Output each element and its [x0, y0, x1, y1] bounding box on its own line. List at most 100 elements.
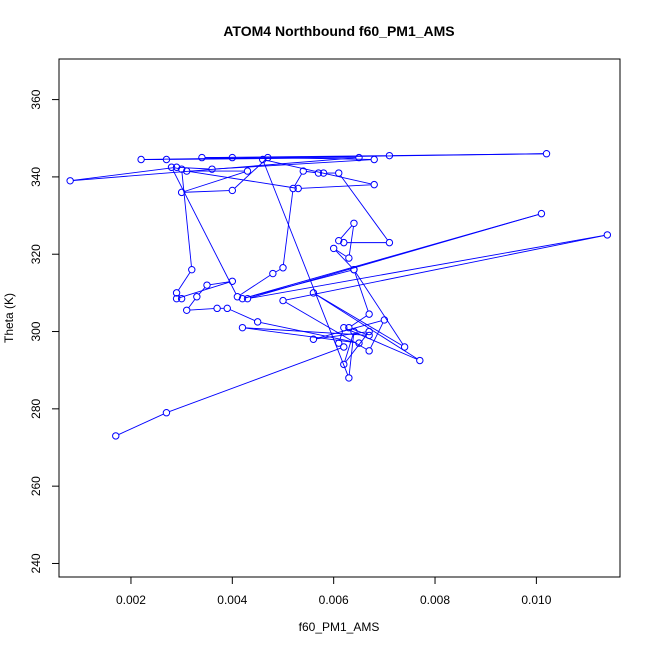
series-line-segment: [340, 225, 353, 239]
y-tick-label: 340: [29, 167, 43, 187]
x-tick-label: 0.004: [217, 593, 247, 607]
series-line-segment: [301, 184, 372, 189]
series-line-segment: [174, 167, 179, 170]
data-point: [228, 153, 237, 162]
series-line-segment: [345, 333, 368, 363]
data-point: [350, 219, 358, 227]
series-line-segment: [265, 159, 372, 185]
data-point: [350, 265, 358, 274]
series-line-segment: [189, 171, 296, 189]
series-line-segment: [316, 331, 367, 340]
series-line-segment: [315, 294, 418, 360]
data-point: [172, 294, 181, 303]
data-point: [340, 343, 348, 351]
series-line-segment: [184, 190, 230, 193]
y-tick-label: 300: [29, 321, 43, 341]
data-point: [172, 163, 181, 171]
data-point: [233, 293, 242, 301]
data-point: [340, 360, 348, 369]
data-point: [259, 155, 267, 164]
data-point: [345, 374, 353, 382]
data-point: [370, 155, 378, 164]
series-line-segment: [344, 334, 354, 362]
data-point: [238, 323, 247, 332]
data-point: [289, 184, 297, 193]
data-point: [385, 238, 394, 247]
plot-frame: [58, 58, 621, 578]
series-line-segment: [263, 162, 349, 376]
data-point: [238, 294, 247, 303]
series-line-segment: [229, 309, 255, 321]
data-point: [183, 306, 191, 314]
data-point: [542, 150, 551, 158]
chart-title: ATOM4 Northbound f60_PM1_AMS: [223, 23, 454, 39]
series-line-segment: [285, 301, 367, 350]
data-point: [365, 331, 373, 340]
y-tick-label: 360: [29, 89, 43, 109]
series-line-segment: [179, 281, 230, 299]
series-line-segment: [392, 153, 544, 157]
series-line-segment: [234, 159, 266, 189]
series-line-segment: [315, 294, 403, 346]
data-point: [279, 264, 287, 272]
data-point: [335, 236, 343, 245]
y-tick-label: 320: [29, 244, 43, 264]
data-point: [345, 323, 353, 332]
data-point: [243, 294, 252, 303]
data-point: [400, 343, 409, 351]
data-point: [223, 304, 231, 313]
data-point: [299, 167, 307, 175]
data-point: [228, 186, 237, 195]
series-line-segment: [188, 299, 196, 308]
series-line-segment: [73, 157, 356, 181]
series-line-segment: [73, 167, 174, 181]
data-point: [380, 316, 389, 324]
data-point: [335, 339, 343, 347]
series-line-segment: [316, 320, 382, 339]
data-point: [162, 409, 171, 417]
series-line-segment: [294, 173, 303, 186]
data-point: [340, 238, 348, 247]
data-point: [203, 281, 211, 289]
data-point: [309, 335, 318, 343]
data-point: [253, 318, 262, 326]
series-line-segment: [370, 322, 384, 349]
data-point: [112, 432, 120, 440]
x-axis-label: f60_PM1_AMS: [299, 620, 380, 634]
data-point: [370, 180, 378, 189]
data-point: [167, 163, 176, 171]
series-line-segment: [184, 171, 245, 192]
series-line-segment: [118, 413, 164, 435]
data-point: [243, 167, 252, 175]
series-line-segment: [348, 334, 355, 375]
y-tick-label: 260: [29, 476, 43, 496]
data-point: [183, 167, 191, 175]
series-line-segment: [172, 169, 237, 295]
series-line-segment: [348, 226, 354, 255]
data-point: [213, 304, 221, 313]
data-point: [350, 327, 358, 336]
data-point: [193, 293, 201, 301]
data-point: [208, 165, 216, 173]
series-line-segment: [189, 308, 214, 311]
data-point: [309, 289, 318, 297]
x-tick-label: 0.002: [116, 593, 146, 607]
series-line-segment: [250, 214, 539, 299]
series-line-segment: [239, 274, 271, 296]
x-axis: 0.002 0.004 0.006 0.008 0.010: [116, 576, 552, 607]
data-point: [66, 177, 74, 185]
series-line-segment: [169, 347, 341, 413]
series-line-segment: [335, 250, 353, 268]
series-line-segment: [260, 322, 356, 343]
data-point: [385, 151, 394, 160]
y-axis: 240 260 280 300 320 340 360: [29, 89, 60, 573]
data-point: [365, 310, 373, 318]
x-tick-label: 0.010: [521, 593, 551, 607]
series-line-segment: [346, 328, 418, 360]
y-axis-label: Theta (K): [2, 293, 16, 343]
data-point: [177, 165, 186, 173]
data-point: [188, 265, 196, 274]
series-line-segment: [275, 268, 281, 273]
x-tick-label: 0.006: [319, 593, 349, 607]
